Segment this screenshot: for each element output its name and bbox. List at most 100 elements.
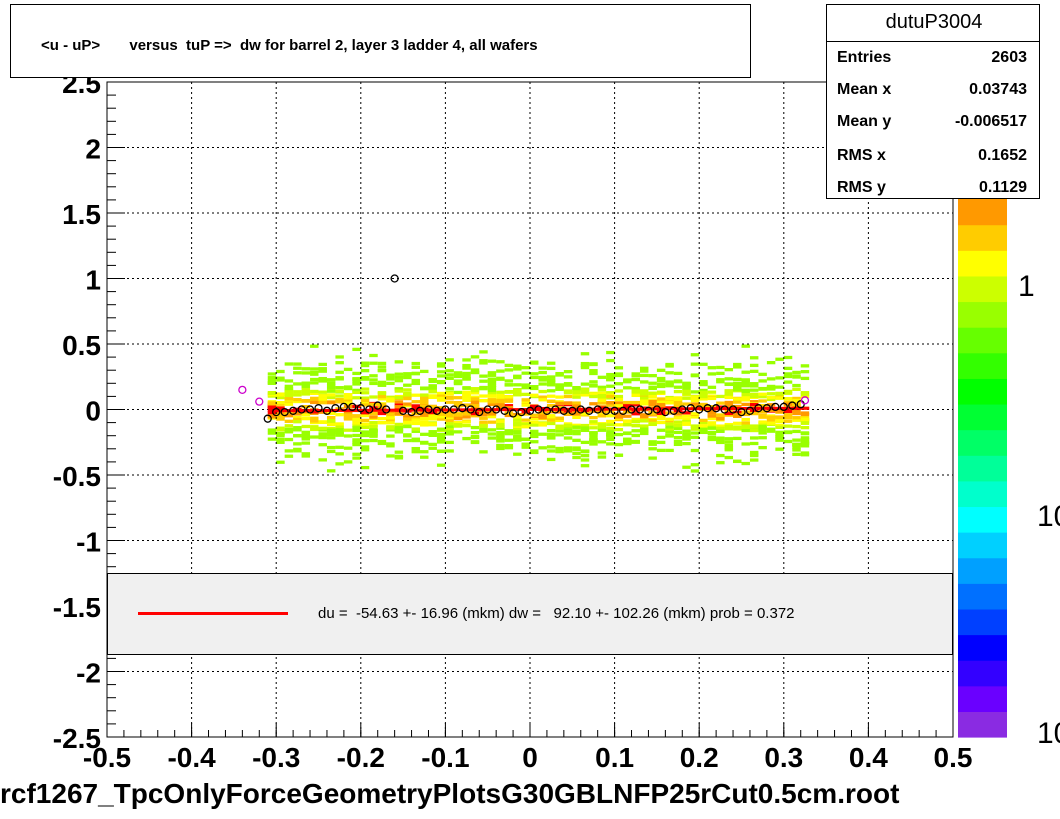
heatmap-cell [589, 402, 598, 406]
heatmap-cell [301, 381, 311, 385]
profile-point [720, 405, 729, 414]
heatmap-cell [766, 387, 776, 391]
heatmap-cell [563, 401, 573, 406]
heatmap-cell [665, 448, 674, 453]
heatmap-cell [276, 376, 285, 380]
heatmap-cell [453, 390, 463, 395]
heatmap-cell [445, 449, 454, 453]
heatmap-cell [470, 404, 480, 408]
heatmap-cell [504, 432, 514, 436]
heatmap-cell [766, 408, 776, 413]
profile-point [517, 407, 526, 417]
heatmap-cell [352, 456, 361, 460]
profile-point [390, 274, 399, 283]
heatmap-cell [521, 392, 530, 397]
heatmap-cell [766, 429, 776, 433]
heatmap-cell [538, 375, 547, 380]
stats-row-mean-y: Mean y -0.006517 [837, 113, 1027, 135]
heatmap-cell [504, 413, 514, 418]
stats-row-rms-y: RMS y 0.1129 [837, 179, 1027, 201]
heatmap-cell [479, 429, 488, 433]
heatmap-cell [445, 414, 454, 418]
y-tick-label: -0.5 [53, 461, 101, 492]
heatmap-cell [462, 415, 471, 419]
heatmap-cell [572, 391, 581, 395]
heatmap-cell [563, 423, 573, 428]
heatmap-cell [428, 414, 437, 418]
heatmap-cell [335, 452, 344, 456]
heatmap-cell [513, 412, 522, 417]
heatmap-cell [462, 358, 471, 362]
heatmap-cell [699, 381, 708, 386]
heatmap-cell [572, 395, 581, 399]
heatmap-cell [436, 437, 446, 441]
stats-label: RMS x [837, 147, 886, 164]
heatmap-cell [580, 410, 590, 414]
heatmap-cell [648, 402, 657, 407]
heatmap-cell [521, 425, 530, 429]
heatmap-cell [386, 428, 395, 432]
heatmap-cell [462, 403, 471, 407]
heatmap-cell [733, 397, 742, 401]
profile-point [695, 405, 704, 414]
heatmap-cell [530, 386, 539, 391]
heatmap-cell [479, 379, 488, 383]
heatmap-cell [749, 404, 759, 409]
heatmap-cell [521, 442, 530, 446]
profile-point [559, 406, 568, 415]
heatmap-cell [326, 386, 336, 390]
heatmap-cell [310, 435, 319, 439]
x-tick-label: -0.4 [167, 742, 216, 773]
heatmap-cell [403, 418, 412, 422]
heatmap-cell [293, 420, 302, 424]
heatmap-cell [563, 370, 573, 374]
heatmap-cell [420, 404, 429, 408]
heatmap-cell [580, 458, 590, 462]
heatmap-cell [606, 430, 615, 434]
heatmap-cell [394, 387, 404, 392]
x-tick-label: 0.4 [849, 742, 888, 773]
heatmap-cell [504, 446, 514, 450]
heatmap-cell [665, 433, 674, 437]
profile-point [382, 405, 391, 414]
heatmap-cell [749, 450, 759, 455]
heatmap-cell [377, 391, 387, 395]
heatmap-cell [614, 389, 624, 393]
heatmap-cell [352, 382, 361, 386]
heatmap-cell [656, 382, 666, 386]
heatmap-cell [758, 395, 767, 399]
heatmap-cell [749, 458, 759, 462]
heatmap-cell [487, 385, 497, 390]
heatmap-cell [487, 383, 497, 388]
heatmap-cell [682, 437, 691, 441]
heatmap-cell [310, 372, 319, 376]
heatmap-cell [563, 410, 573, 414]
heatmap-cell [538, 422, 547, 426]
heatmap-cell [589, 426, 598, 430]
heatmap-cell [352, 452, 361, 456]
heatmap-cell [513, 374, 522, 378]
heatmap-cell [555, 446, 564, 451]
heatmap-cell [648, 422, 657, 427]
heatmap-cell [690, 412, 700, 416]
profile-point [568, 406, 577, 415]
heatmap-cell [724, 390, 734, 394]
heatmap-cell [580, 464, 590, 468]
x-tick-label: 0.2 [680, 742, 719, 773]
heatmap-cell [487, 371, 497, 375]
heatmap-cell [470, 397, 480, 401]
heatmap-cell [530, 360, 539, 364]
heatmap-cell [445, 387, 454, 391]
heatmap-cell [614, 415, 624, 419]
heatmap-cell [310, 389, 319, 394]
heatmap-cell [301, 413, 311, 417]
heatmap-cell [724, 448, 734, 452]
heatmap-cell [335, 394, 344, 398]
profile-point [415, 406, 425, 415]
heatmap-cell [445, 411, 454, 416]
heatmap-cell [386, 434, 395, 438]
heatmap-cell [606, 394, 615, 399]
heatmap-cell [656, 415, 666, 419]
heatmap-cell [335, 399, 344, 404]
heatmap-cell [352, 428, 361, 433]
